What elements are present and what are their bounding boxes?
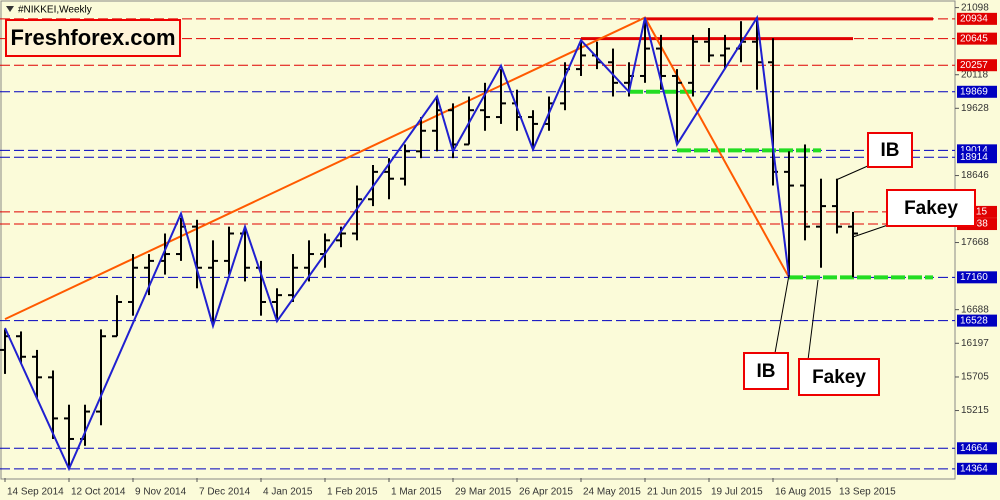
y-tick-label: 16197 [961,338,989,349]
zigzag-line [4,14,790,472]
x-tick-label: 9 Nov 2014 [135,487,187,498]
level-label: 19014 [960,145,988,156]
level-label: 20257 [960,60,988,71]
y-tick-label: 16688 [961,304,989,315]
level-label: 19869 [960,86,988,97]
level-label-box [957,12,997,25]
x-tick-label: 19 Jul 2015 [711,487,763,498]
level-label-box [957,85,997,98]
x-tick-label: 7 Dec 2014 [199,487,251,498]
x-tick-label: 13 Sep 2015 [839,487,896,498]
x-tick-label: 1 Feb 2015 [327,487,378,498]
level-label: 16528 [960,315,988,326]
x-tick-label: 16 Aug 2015 [775,487,832,498]
chart-title: #NIKKEI,Weekly [18,5,92,16]
logo-box [5,19,181,57]
level-label: 18914 [960,152,988,163]
level-label-box [957,314,997,327]
arrow [807,279,819,361]
y-tick-label: 15215 [961,405,989,416]
level-label-box [957,32,997,45]
arrow [835,164,871,181]
y-tick-label: 20118 [961,69,989,80]
level-label: 20645 [960,33,988,44]
level-label-box [957,271,997,284]
x-tick-label: 21 Jun 2015 [647,487,702,498]
annotations: IB Fakey IB Fakey [743,132,976,396]
plot-frame [0,0,956,480]
x-tick-label: 1 Mar 2015 [391,487,442,498]
level-label: 20934 [960,13,988,24]
annotation-box [886,189,976,227]
arrow [852,224,889,238]
y-tick-label: 18646 [961,170,989,181]
y-tick-label: 21098 [961,2,989,13]
level-label-box [957,151,997,164]
annotation: IB [881,140,900,161]
logo: Freshforex.com [10,25,175,50]
x-tick-label: 24 May 2015 [583,487,641,498]
level-label-box [957,442,997,455]
y-tick-label: 19628 [961,103,989,114]
annotation: Fakey [904,198,958,219]
level-label: 14364 [960,463,988,474]
annotation-box [743,352,789,390]
x-tick-label: 26 Apr 2015 [519,487,573,498]
level-label-box [957,59,997,72]
x-tick-label: 29 Mar 2015 [455,487,512,498]
level-label-box [957,462,997,475]
menu-arrow [6,6,14,12]
annotation-box [867,132,913,168]
annotation: IB [757,361,776,382]
y-tick-label: 15705 [961,372,989,383]
annotation: Fakey [812,367,866,388]
y-tick-label: 17668 [961,237,989,248]
x-tick-label: 4 Jan 2015 [263,487,313,498]
arrow [774,274,790,354]
x-tick-label: 12 Oct 2014 [71,487,126,498]
level-label: 14664 [960,443,988,454]
x-tick-label: 14 Sep 2014 [7,487,64,498]
annotation-box [798,358,880,396]
level-label: 17160 [960,272,988,283]
